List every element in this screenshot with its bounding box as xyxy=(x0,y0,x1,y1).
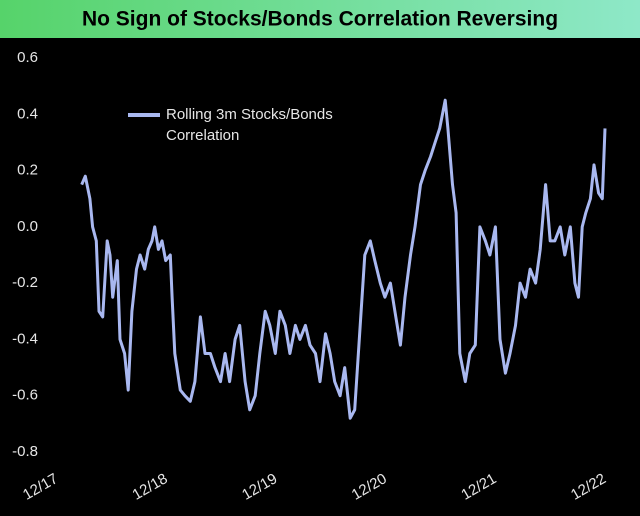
chart-title: No Sign of Stocks/Bonds Correlation Reve… xyxy=(82,8,558,31)
y-tick-label: -0.4 xyxy=(12,330,38,347)
title-banner xyxy=(0,0,640,38)
y-tick-label: 0.0 xyxy=(17,218,38,235)
x-tick-label: 12/19 xyxy=(239,470,280,503)
x-tick-label: 12/21 xyxy=(458,470,499,503)
y-tick-label: 0.4 xyxy=(17,105,38,122)
legend: Rolling 3m Stocks/Bonds Correlation xyxy=(166,106,333,144)
y-tick-label: 0.6 xyxy=(17,49,38,66)
y-tick-label: -0.8 xyxy=(12,443,38,460)
y-tick-label: 0.2 xyxy=(17,162,38,179)
x-tick-label: 12/20 xyxy=(349,470,390,503)
x-tick-label: 12/17 xyxy=(20,470,61,503)
y-tick-label: -0.2 xyxy=(12,274,38,291)
data-line xyxy=(80,98,607,420)
x-tick-label: 12/18 xyxy=(130,470,171,503)
y-tick-label: -0.6 xyxy=(12,387,38,404)
x-tick-label: 12/22 xyxy=(568,470,609,503)
legend-label: Rolling 3m Stocks/Bonds Correlation xyxy=(166,106,333,144)
